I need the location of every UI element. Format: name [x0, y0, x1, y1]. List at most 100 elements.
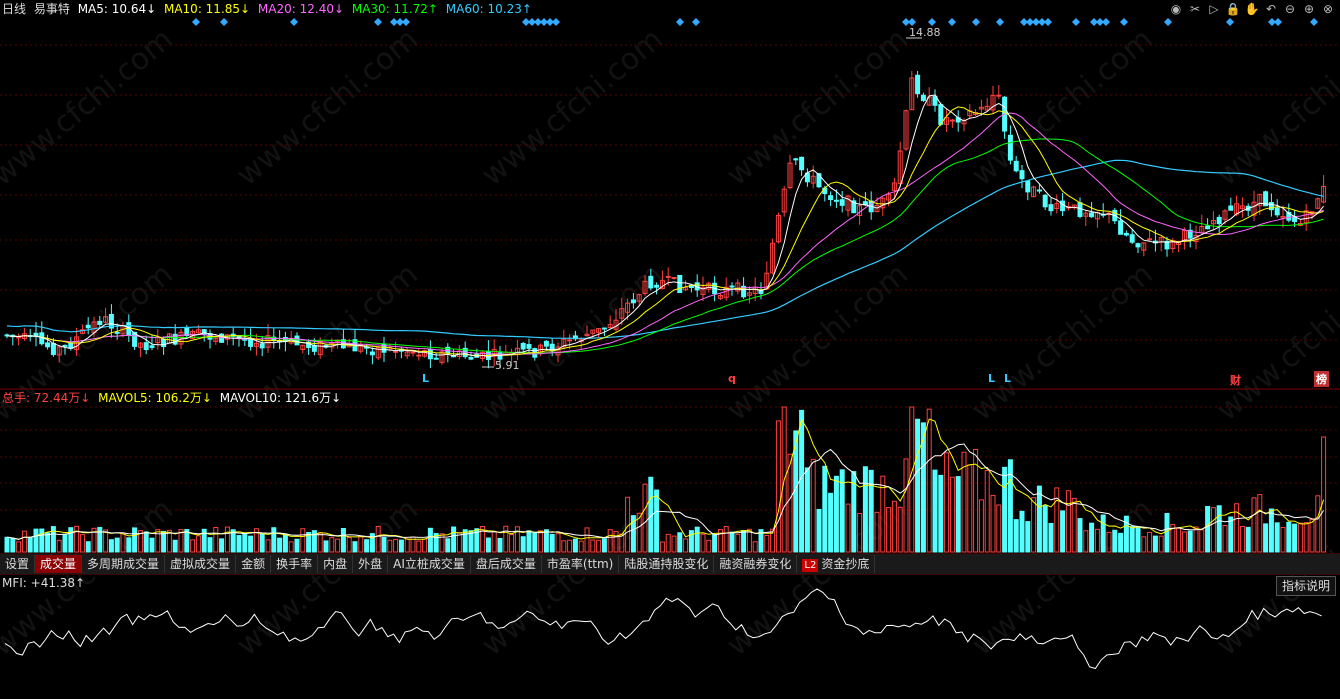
candle-body	[1060, 200, 1066, 212]
candle-body	[671, 277, 677, 280]
volume-bar	[68, 527, 74, 553]
candle-body	[787, 162, 793, 189]
eye-icon[interactable]: ◉	[1170, 2, 1182, 16]
candle-body	[259, 343, 265, 349]
tab-northbound-holdings[interactable]: 陆股通持股变化	[619, 555, 715, 573]
close-icon[interactable]: ⊗	[1322, 2, 1334, 16]
volume-bar	[1060, 510, 1066, 553]
signal-diamond	[1090, 18, 1098, 26]
volume-bar	[828, 492, 834, 553]
volume-bar	[775, 420, 781, 553]
candle-body	[1181, 230, 1187, 242]
signal-diamond	[1044, 18, 1052, 26]
tab-outer-volume[interactable]: 外盘	[353, 555, 389, 573]
candle-body	[746, 292, 752, 296]
price-chart-panel[interactable]: 日线 易事特 MA5: 10.64↓ MA10: 11.85↓ MA20: 12…	[0, 0, 1340, 390]
candle-body	[590, 329, 596, 334]
candle-body	[108, 313, 114, 329]
zoom-in-icon[interactable]: ⊕	[1303, 2, 1315, 16]
event-marker[interactable]: L	[988, 372, 996, 385]
tab-margin-trading[interactable]: 融资融券变化	[714, 555, 798, 573]
candle-body	[1123, 232, 1129, 236]
tab-after-hours-volume[interactable]: 盘后成交量	[471, 555, 542, 573]
candle-body	[700, 286, 706, 295]
volume-bar	[770, 528, 776, 553]
volume-bar	[311, 530, 317, 553]
zoom-out-icon[interactable]: ⊖	[1284, 2, 1296, 16]
period-label[interactable]: 日线	[2, 2, 27, 16]
event-marker[interactable]: q	[728, 372, 736, 385]
signal-diamond	[1026, 18, 1034, 26]
tab-bottom-fishing[interactable]: L2 资金抄底	[797, 555, 876, 573]
signal-diamond	[534, 18, 542, 26]
volume-bar	[451, 526, 457, 553]
scissors-icon[interactable]: ✂	[1189, 2, 1201, 16]
rank-marker[interactable]: 榜	[1314, 371, 1329, 387]
ma-legend: 日线 易事特 MA5: 10.64↓ MA10: 11.85↓ MA20: 12…	[2, 1, 536, 17]
volume-bar	[335, 538, 341, 553]
mfi-label: MFI: +41.38↑	[2, 576, 86, 590]
candle-body	[1257, 193, 1263, 207]
candle-body	[1228, 205, 1234, 211]
volume-bar	[62, 533, 68, 553]
volume-bar	[1123, 515, 1129, 553]
volume-bar	[938, 474, 944, 553]
indicator-explain-button[interactable]: 指标说明	[1275, 576, 1336, 596]
volume-bar	[480, 526, 486, 553]
volume-chart-panel[interactable]: 总手: 72.44万↓ MAVOL5: 106.2万↓ MAVOL10: 121…	[0, 390, 1340, 553]
event-marker[interactable]: L	[422, 372, 430, 385]
mfi-chart[interactable]	[0, 574, 1340, 699]
finance-marker[interactable]: 财	[1230, 374, 1241, 387]
volume-bar	[891, 500, 897, 553]
volume-bar	[50, 526, 56, 553]
hand-icon[interactable]: ✋	[1244, 2, 1260, 16]
volume-bar	[1135, 527, 1141, 553]
candle-body	[897, 150, 903, 184]
volume-bar	[1245, 526, 1251, 553]
volume-bar	[1193, 526, 1199, 553]
tab-turnover[interactable]: 换手率	[271, 555, 319, 573]
volume-chart[interactable]	[0, 390, 1340, 553]
candle-body	[526, 344, 532, 349]
candle-body	[132, 331, 138, 347]
volume-bar	[1112, 529, 1118, 553]
candle-body	[555, 346, 561, 356]
candle-body	[439, 351, 445, 363]
volume-bar	[1210, 507, 1216, 553]
signal-diamond	[1120, 18, 1128, 26]
candle-body	[909, 77, 915, 111]
volume-bar	[1239, 526, 1245, 553]
candle-body	[816, 173, 822, 188]
undo-icon[interactable]: ↶	[1265, 2, 1277, 16]
price-chart[interactable]	[0, 0, 1340, 390]
mfi-chart-panel[interactable]: MFI: +41.38↑ 指标说明	[0, 574, 1340, 699]
total-volume-label: 总手: 72.44万↓	[2, 391, 91, 405]
tab-virtual-volume[interactable]: 虚拟成交量	[165, 555, 237, 573]
tab-amount[interactable]: 金额	[236, 555, 272, 573]
volume-bar	[659, 541, 665, 553]
candle-body	[915, 74, 921, 95]
tab-ai-volume[interactable]: AI立桩成交量	[388, 555, 471, 573]
volume-bar	[398, 539, 404, 553]
volume-bar	[445, 538, 451, 553]
lock-icon[interactable]: 🔒	[1225, 2, 1241, 16]
volume-bar	[1152, 535, 1158, 553]
volume-bar	[799, 409, 805, 553]
tab-inner-volume[interactable]: 内盘	[318, 555, 354, 573]
tab-multi-period-volume[interactable]: 多周期成交量	[82, 555, 166, 573]
volume-bar	[868, 469, 874, 553]
candle-body	[642, 280, 648, 294]
candle-body	[103, 316, 109, 323]
volume-bar	[91, 527, 97, 553]
signal-diamond	[1020, 18, 1028, 26]
tab-volume[interactable]: 成交量	[35, 555, 83, 573]
signal-diamond	[1274, 18, 1282, 26]
volume-bar	[369, 533, 375, 553]
play-icon[interactable]: ▷	[1209, 2, 1219, 16]
candle-body	[1007, 134, 1013, 161]
tab-pe-ttm[interactable]: 市盈率(ttm)	[542, 555, 620, 573]
candle-body	[584, 333, 590, 337]
event-marker[interactable]: L	[1004, 372, 1012, 385]
tab-settings[interactable]: 设置	[0, 555, 36, 573]
candle-body	[1089, 212, 1095, 218]
